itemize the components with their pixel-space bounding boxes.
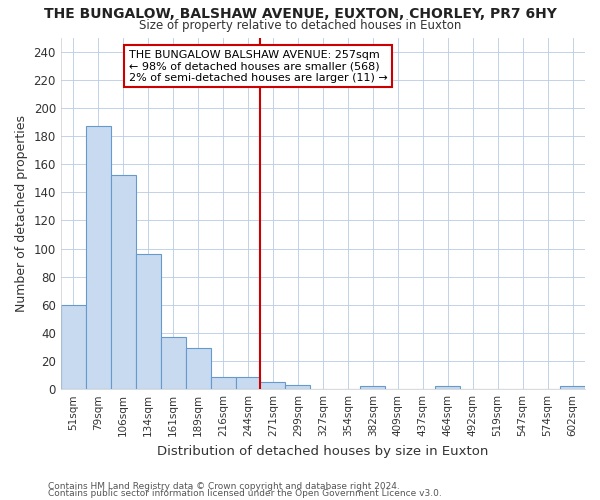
Bar [111,176,136,389]
Text: THE BUNGALOW BALSHAW AVENUE: 257sqm
← 98% of detached houses are smaller (568)
2: THE BUNGALOW BALSHAW AVENUE: 257sqm ← 98… [129,50,388,83]
Bar [161,337,185,389]
Bar [86,126,111,389]
Text: Contains HM Land Registry data © Crown copyright and database right 2024.: Contains HM Land Registry data © Crown c… [48,482,400,491]
Text: Size of property relative to detached houses in Euxton: Size of property relative to detached ho… [139,18,461,32]
Bar [185,348,211,389]
Bar [560,386,585,389]
Bar [260,382,286,389]
Text: THE BUNGALOW, BALSHAW AVENUE, EUXTON, CHORLEY, PR7 6HY: THE BUNGALOW, BALSHAW AVENUE, EUXTON, CH… [44,8,556,22]
Bar [361,386,385,389]
Text: Contains public sector information licensed under the Open Government Licence v3: Contains public sector information licen… [48,489,442,498]
X-axis label: Distribution of detached houses by size in Euxton: Distribution of detached houses by size … [157,444,488,458]
Bar [435,386,460,389]
Bar [61,305,86,389]
Y-axis label: Number of detached properties: Number of detached properties [15,115,28,312]
Bar [286,385,310,389]
Bar [211,376,236,389]
Bar [136,254,161,389]
Bar [236,376,260,389]
